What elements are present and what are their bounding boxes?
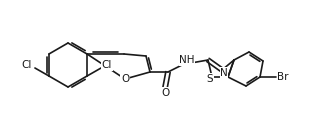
Text: Cl: Cl — [102, 60, 112, 70]
Text: O: O — [161, 88, 169, 98]
Text: O: O — [121, 74, 129, 84]
Text: Cl: Cl — [22, 60, 32, 70]
Text: Br: Br — [277, 72, 289, 82]
Text: NH: NH — [179, 55, 195, 65]
Text: N: N — [220, 68, 228, 78]
Text: S: S — [207, 74, 213, 84]
